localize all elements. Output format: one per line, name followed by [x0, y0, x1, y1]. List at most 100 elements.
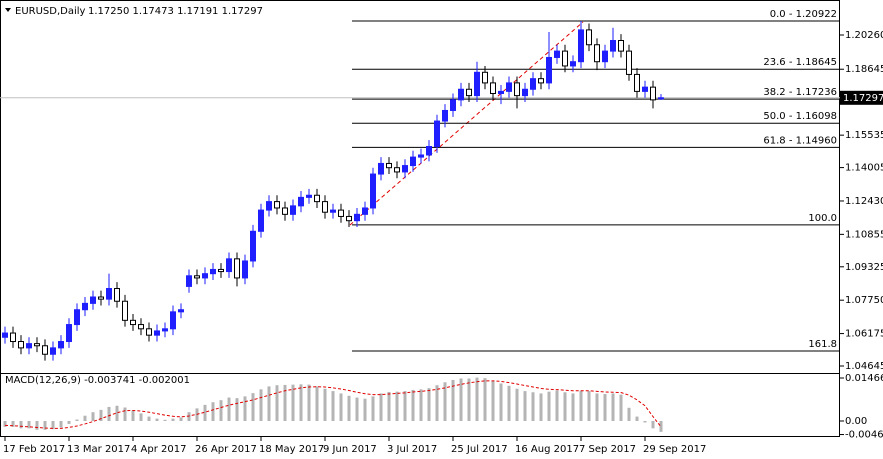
macd-bar — [523, 391, 527, 421]
candle-body — [490, 82, 496, 95]
macd-bar — [547, 391, 551, 421]
macd-bar — [139, 413, 143, 421]
candle-body — [522, 88, 528, 97]
candle-body — [418, 154, 424, 158]
candle-body — [186, 275, 192, 287]
candle-body — [618, 40, 624, 52]
macd-bar — [435, 385, 439, 421]
plot-frame — [0, 0, 840, 437]
current-price-tag — [840, 90, 883, 105]
macd-y-tick-label: 0.014663 — [845, 373, 883, 384]
macd-bar — [491, 380, 495, 421]
candle-body — [314, 194, 320, 203]
macd-bar — [571, 393, 575, 421]
macd-bar — [403, 391, 407, 421]
macd-bar — [299, 384, 303, 421]
y-tick-label: 1.07750 — [845, 295, 883, 306]
macd-bar — [3, 420, 7, 427]
candle-body — [658, 97, 664, 100]
macd-bar — [419, 389, 423, 421]
macd-bar — [267, 386, 271, 421]
candle-body — [346, 215, 352, 222]
macd-bar — [611, 393, 615, 421]
candle-body — [434, 120, 440, 147]
candle-body — [474, 71, 480, 97]
candle-body — [514, 82, 520, 97]
candle-body — [410, 156, 416, 167]
candle-body — [66, 324, 72, 343]
macd-bar — [315, 386, 319, 421]
candle-body — [42, 345, 48, 355]
header-ohlc: 1.17250 1.17473 1.17191 1.17297 — [88, 6, 263, 17]
candle-body — [602, 50, 608, 63]
candle-body — [538, 78, 544, 84]
macd-bar — [275, 385, 279, 421]
macd-bar — [235, 398, 239, 421]
candle-body — [10, 332, 16, 343]
macd-bar — [603, 394, 607, 421]
candle-body — [554, 50, 560, 58]
candle-body — [194, 275, 200, 279]
candle-body — [570, 61, 576, 67]
macd-bar — [379, 393, 383, 421]
macd-bar — [619, 394, 623, 421]
candle-body — [250, 230, 256, 262]
candle-body — [322, 201, 328, 213]
y-tick-label: 1.18645 — [845, 64, 883, 75]
candle-body — [506, 82, 512, 92]
macd-bar — [659, 420, 663, 432]
x-tick-label: 3 Jul 2017 — [387, 444, 437, 455]
macd-bar — [107, 406, 111, 421]
fib-label: 61.8 - 1.14960 — [763, 135, 837, 146]
macd-bar — [155, 418, 159, 421]
candle-body — [106, 288, 112, 300]
macd-bar — [11, 420, 15, 427]
candle-body — [290, 205, 296, 215]
macd-bar — [371, 396, 375, 421]
macd-bar — [347, 395, 351, 421]
candle-body — [586, 29, 592, 46]
candle-body — [138, 324, 144, 330]
macd-bar — [83, 415, 87, 421]
candle-body — [298, 196, 304, 207]
macd-bar — [427, 388, 431, 421]
candle-body — [130, 319, 136, 326]
candle-body — [546, 56, 552, 84]
x-tick-label: 13 Mar 2017 — [67, 444, 130, 455]
macd-y-tick-label: -0.004618 — [845, 430, 883, 441]
macd-bar — [587, 391, 591, 421]
macd-bar — [307, 384, 311, 421]
x-tick-label: 26 Apr 2017 — [195, 444, 257, 455]
fib-label: 0.0 - 1.20922 — [770, 9, 837, 20]
fib-label: 38.2 - 1.17236 — [763, 87, 837, 98]
candle-body — [90, 296, 96, 304]
candle-body — [482, 71, 488, 84]
fib-label: 50.0 - 1.16098 — [763, 111, 837, 122]
candle-body — [642, 86, 648, 92]
candle-body — [330, 209, 336, 213]
fib-label: 100.0 — [808, 213, 837, 224]
macd-bar — [643, 420, 647, 423]
candle-body — [530, 78, 536, 90]
macd-bar — [27, 420, 31, 429]
macd-bar — [179, 417, 183, 421]
macd-bar — [467, 378, 471, 421]
candle-body — [394, 167, 400, 173]
candle-body — [282, 207, 288, 215]
macd-bar — [43, 420, 47, 430]
candle-body — [162, 328, 168, 332]
macd-bar — [507, 385, 511, 421]
macd-bar — [563, 392, 567, 421]
macd-bar — [411, 389, 415, 421]
candle-body — [386, 162, 392, 169]
symbol-title: EURUSD,Daily — [15, 6, 86, 17]
macd-bar — [243, 396, 247, 421]
candle-body — [274, 201, 280, 209]
macd-bar — [331, 391, 335, 421]
candle-body — [578, 29, 584, 63]
macd-bar — [475, 377, 479, 421]
candle-body — [370, 173, 376, 209]
macd-bar — [555, 390, 559, 421]
candle-body — [218, 268, 224, 273]
